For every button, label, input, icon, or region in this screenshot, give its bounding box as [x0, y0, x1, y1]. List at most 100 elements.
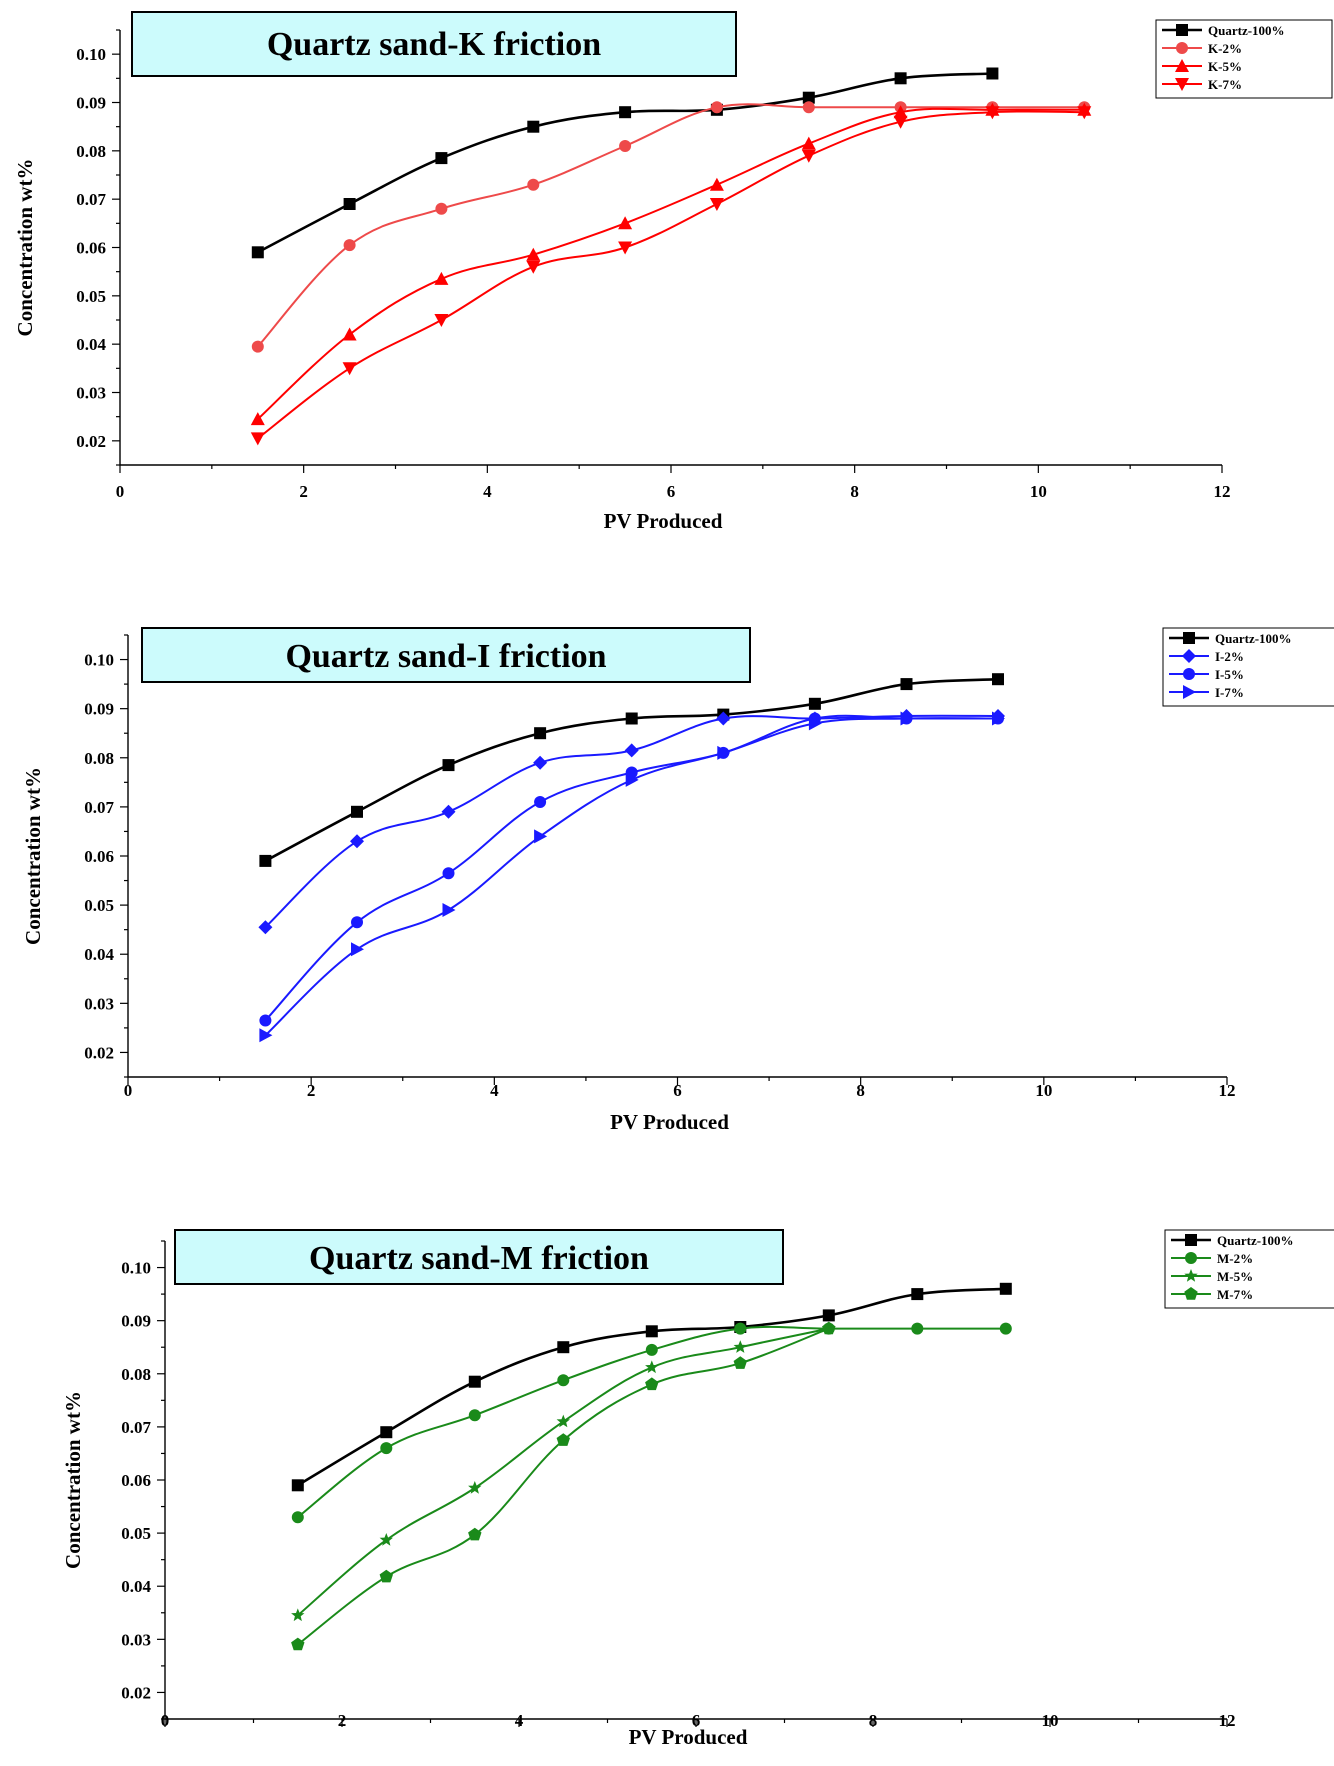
- data-point: [802, 101, 815, 114]
- series-line: [257, 107, 1085, 420]
- x-tick-label: 4: [490, 1081, 499, 1100]
- series-line: [257, 110, 1085, 440]
- legend-label: K-2%: [1208, 41, 1242, 56]
- y-tick-label: 0.05: [121, 1524, 151, 1543]
- data-point: [822, 1309, 835, 1322]
- y-tick-label: 0.03: [121, 1630, 151, 1649]
- legend-label: Quartz-100%: [1215, 631, 1292, 646]
- series-quartz-100-: [251, 67, 999, 259]
- chart-title-box: [131, 11, 737, 77]
- data-point: [441, 804, 456, 819]
- legend-label: I-2%: [1215, 649, 1244, 664]
- y-tick-label: 0.07: [76, 190, 106, 209]
- data-point: [911, 1322, 924, 1335]
- axes: [127, 635, 1227, 1078]
- chart-title: Quartz sand-M friction: [309, 1240, 649, 1277]
- data-point: [380, 1426, 393, 1439]
- y-axis-label: Concentration wt%: [21, 767, 45, 945]
- series-m-7-: [291, 1321, 836, 1651]
- data-point: [250, 412, 265, 426]
- x-tick-label: 8: [869, 1711, 878, 1730]
- series-line: [264, 714, 998, 1022]
- x-tick-label: 6: [692, 1711, 701, 1730]
- data-point: [716, 711, 731, 726]
- data-point: [645, 1325, 658, 1338]
- axes: [119, 30, 1222, 466]
- y-tick-label: 0.03: [76, 384, 106, 403]
- data-point: [251, 340, 264, 353]
- legend-marker: [1176, 42, 1188, 54]
- data-point: [291, 1511, 304, 1524]
- legend-label: K-7%: [1208, 77, 1242, 92]
- x-tick-label: 8: [856, 1081, 865, 1100]
- y-tick-label: 0.09: [121, 1312, 151, 1331]
- data-point: [534, 727, 547, 740]
- data-point: [442, 903, 456, 917]
- chart-i-friction: Quartz sand-I friction 0 2 4 6 8 10 12 0.02 0.03 0…: [21, 627, 1334, 1134]
- data-point: [468, 1375, 481, 1388]
- data-point: [710, 101, 723, 114]
- legend-marker: [1175, 78, 1189, 91]
- data-point: [556, 1433, 570, 1446]
- data-point: [251, 246, 264, 259]
- x-tick-label: 4: [515, 1711, 524, 1730]
- data-point: [258, 920, 273, 935]
- data-point: [434, 314, 449, 327]
- data-point: [350, 834, 364, 849]
- x-tick-label: 2: [299, 482, 308, 501]
- data-point: [435, 202, 448, 215]
- y-tick-label: 0.08: [121, 1365, 151, 1384]
- data-point: [733, 1356, 747, 1369]
- x-tick-label: 10: [1035, 1081, 1052, 1100]
- legend-label: M-2%: [1217, 1251, 1253, 1266]
- data-point: [911, 1288, 924, 1301]
- legend-marker: [1183, 668, 1195, 680]
- series-i-2-: [258, 709, 1005, 935]
- data-point: [534, 796, 547, 808]
- y-tick-label: 0.06: [121, 1471, 151, 1490]
- legend-label: Quartz-100%: [1208, 23, 1285, 38]
- x-tick-label: 4: [483, 482, 492, 501]
- y-tick-label: 0.04: [121, 1577, 151, 1596]
- series-quartz-100-: [291, 1282, 1012, 1492]
- data-point: [343, 198, 356, 210]
- data-point: [619, 106, 632, 119]
- x-tick-label: 8: [850, 482, 859, 501]
- data-point: [992, 711, 1005, 726]
- data-point: [351, 805, 363, 818]
- x-tick-label: 2: [307, 1081, 316, 1100]
- legend-marker: [1176, 24, 1188, 36]
- data-point: [291, 1637, 305, 1651]
- data-point: [291, 1479, 304, 1492]
- data-point: [822, 1321, 836, 1335]
- y-tick-label: 0.04: [84, 945, 114, 964]
- legend-label: I-5%: [1215, 667, 1244, 682]
- chart-title-box: [141, 627, 751, 683]
- data-point: [645, 1377, 659, 1391]
- legend-label: M-7%: [1217, 1287, 1253, 1302]
- y-tick-label: 0.07: [121, 1418, 151, 1437]
- data-point: [526, 260, 541, 274]
- x-tick-label: 12: [1214, 482, 1231, 501]
- legend-label: K-5%: [1208, 59, 1242, 74]
- x-tick-label: 6: [673, 1081, 682, 1100]
- x-tick-label: 10: [1042, 1711, 1059, 1730]
- data-point: [645, 1343, 658, 1356]
- x-tick-label: 12: [1219, 1711, 1236, 1730]
- data-point: [1077, 106, 1092, 120]
- y-axis-label: Concentration wt%: [61, 1391, 85, 1569]
- data-point: [734, 1322, 747, 1335]
- series-k-7-: [250, 106, 1092, 446]
- y-tick-label: 0.10: [84, 651, 114, 670]
- y-tick-label: 0.09: [84, 700, 114, 719]
- y-tick-label: 0.10: [121, 1259, 151, 1278]
- data-point: [709, 177, 724, 191]
- data-point: [527, 120, 540, 133]
- data-point: [808, 716, 822, 731]
- y-tick-label: 0.08: [84, 749, 114, 768]
- data-point: [343, 239, 356, 252]
- legend-marker: [1184, 1269, 1198, 1282]
- data-point: [527, 178, 540, 191]
- y-tick-label: 0.07: [84, 798, 114, 817]
- data-point: [557, 1374, 570, 1387]
